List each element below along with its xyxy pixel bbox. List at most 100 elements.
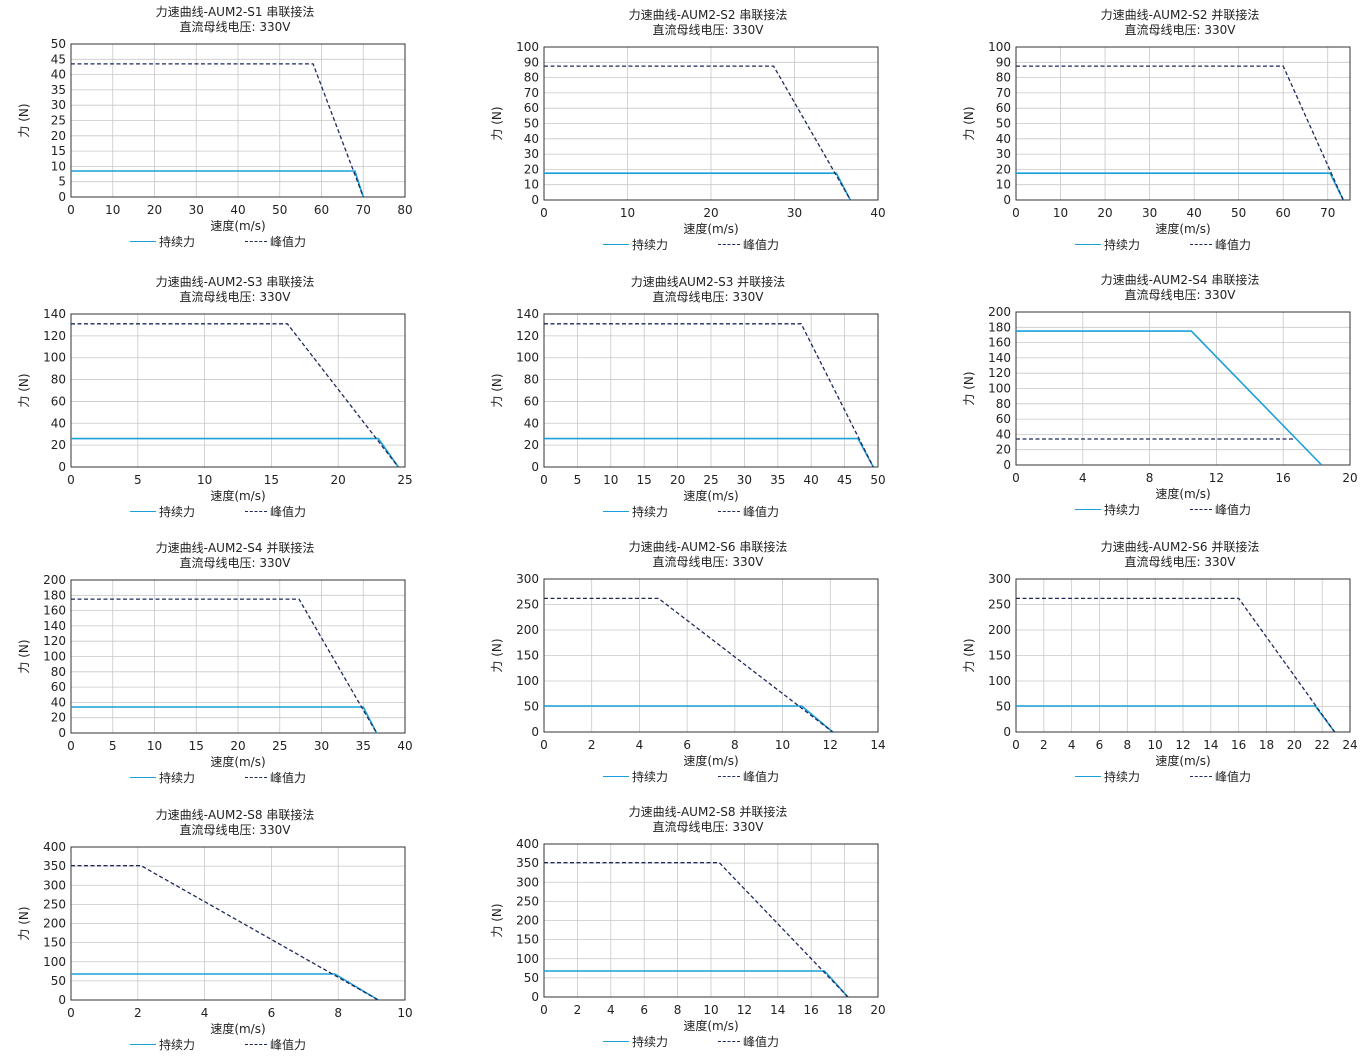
x-axis-label: 速度(m/s)	[210, 218, 265, 233]
y-tick-label: 100	[516, 952, 539, 966]
y-tick-label: 200	[516, 623, 539, 637]
x-axis-label: 速度(m/s)	[1155, 221, 1210, 236]
y-tick-label: 200	[43, 917, 66, 931]
continuous-force-line	[1016, 330, 1323, 466]
x-tick-label: 12	[1209, 471, 1224, 485]
legend-swatch-continuous	[603, 244, 629, 245]
y-tick-label: 100	[43, 650, 66, 664]
legend-item-peak: 峰值力	[245, 769, 306, 786]
x-tick-label: 30	[787, 206, 802, 220]
x-tick-label: 35	[356, 739, 371, 753]
x-tick-label: 30	[1142, 206, 1157, 220]
x-tick-label: 40	[397, 739, 412, 753]
plot-frame	[70, 846, 406, 1001]
x-tick-label: 25	[703, 473, 718, 487]
x-tick-label: 0	[540, 206, 548, 220]
y-tick-label: 120	[988, 366, 1011, 380]
plot-frame	[543, 843, 879, 998]
legend-item-continuous: 持续力	[130, 503, 195, 520]
chart-plot: 0 5 10 15 20 25 30 35 40 45 50 0 20 40 60 80 100 120 140 速度…	[490, 307, 886, 503]
x-tick-label: 5	[574, 473, 582, 487]
y-tick-label: 80	[996, 397, 1011, 411]
legend-swatch-continuous	[130, 241, 156, 242]
x-tick-label: 40	[804, 473, 819, 487]
continuous-force-line	[1016, 705, 1336, 733]
y-axis-label: 力 (N)	[962, 106, 976, 140]
legend-swatch-peak	[1190, 244, 1212, 245]
x-tick-label: 8	[1146, 471, 1154, 485]
x-tick-label: 60	[1276, 206, 1291, 220]
continuous-force-line	[71, 706, 378, 734]
chart-title: 力速曲线-AUM2-S3 串联接法	[155, 275, 315, 289]
y-tick-label: 50	[524, 971, 539, 985]
chart-plot: 0 5 10 15 20 25 30 35 40020406080100120140160180…	[17, 573, 413, 769]
y-tick-label: 200	[988, 623, 1011, 637]
x-tick-label: 20	[331, 473, 346, 487]
x-tick-label: 0	[1012, 738, 1020, 752]
y-tick-label: 250	[43, 897, 66, 911]
legend-item-peak: 峰值力	[718, 503, 779, 520]
x-tick-label: 6	[1096, 738, 1104, 752]
y-tick-label: 20	[51, 129, 66, 143]
y-tick-label: 40	[51, 416, 66, 430]
y-tick-label: 140	[43, 307, 66, 321]
y-tick-label: 100	[516, 351, 539, 365]
y-tick-label: 0	[58, 726, 66, 740]
x-tick-label: 15	[264, 473, 279, 487]
y-tick-label: 250	[516, 894, 539, 908]
legend-label-continuous: 持续力	[632, 770, 669, 784]
y-tick-label: 100	[516, 40, 539, 54]
x-tick-label: 14	[870, 738, 885, 752]
legend-swatch-peak	[1190, 776, 1212, 777]
plot-frame	[70, 579, 406, 734]
x-tick-label: 18	[837, 1003, 852, 1017]
y-tick-label: 50	[996, 700, 1011, 714]
y-tick-label: 60	[51, 394, 66, 408]
force-speed-chart: 0 2 4 6 8 10 12 14 16 18 20 0 50 100 150 200 250 300 350 40…	[478, 805, 918, 1060]
x-tick-label: 20	[1287, 738, 1302, 752]
x-tick-label: 5	[109, 739, 117, 753]
peak-force-line	[544, 597, 834, 733]
x-tick-label: 25	[272, 739, 287, 753]
y-tick-label: 10	[524, 178, 539, 192]
plot-frame	[543, 46, 879, 201]
x-tick-label: 12	[737, 1003, 752, 1017]
chart-title: 力速曲线-AUM2-S2 串联接法	[628, 8, 788, 22]
y-tick-label: 80	[524, 373, 539, 387]
chart-plot: 0 2 4 6 8 10 12 14 16 18 20 22 24050100150200250300速…	[962, 572, 1358, 768]
legend-label-peak: 峰值力	[1215, 238, 1252, 252]
x-axis-label: 速度(m/s)	[1155, 753, 1210, 768]
y-tick-label: 30	[996, 147, 1011, 161]
chart-legend: 持续力 峰值力	[5, 233, 445, 251]
x-tick-label: 0	[67, 203, 75, 217]
legend-label-peak: 峰值力	[270, 505, 307, 519]
legend-label-peak: 峰值力	[1215, 770, 1252, 784]
x-tick-label: 0	[67, 739, 75, 753]
y-tick-label: 120	[43, 329, 66, 343]
y-tick-label: 200	[516, 914, 539, 928]
chart-subtitle: 直流母线电压: 330V	[1124, 23, 1236, 37]
y-tick-label: 70	[524, 86, 539, 100]
legend-item-continuous: 持续力	[130, 1036, 195, 1053]
y-tick-label: 40	[51, 68, 66, 82]
y-tick-label: 10	[51, 159, 66, 173]
legend-item-continuous: 持续力	[603, 236, 668, 253]
chart-legend: 持续力 峰值力	[950, 768, 1370, 786]
force-speed-chart: 0 2 4 6 8 10 12 14 0 50 100 150 200 250 300 速度(m/s) 力 (N…	[478, 540, 918, 795]
y-tick-label: 150	[43, 936, 66, 950]
chart-subtitle: 直流母线电压: 330V	[652, 555, 764, 569]
y-tick-label: 20	[51, 438, 66, 452]
legend-label-peak: 峰值力	[743, 505, 780, 519]
peak-force-line	[1016, 65, 1344, 201]
force-speed-chart: 0 10 20 30 40 0 10 20 30 40 50 60 70 80 90 100 速度(m/s) 力 …	[478, 8, 918, 263]
y-tick-label: 400	[516, 837, 539, 851]
legend-label-continuous: 持续力	[159, 771, 196, 785]
x-tick-label: 10	[105, 203, 120, 217]
chart-subtitle: 直流母线电压: 330V	[1124, 288, 1236, 302]
x-tick-label: 2	[1040, 738, 1048, 752]
legend-item-peak: 峰值力	[1190, 501, 1251, 518]
grid	[71, 44, 405, 197]
x-tick-label: 14	[770, 1003, 785, 1017]
legend-item-peak: 峰值力	[718, 236, 779, 253]
chart-legend: 持续力 峰值力	[5, 1036, 445, 1054]
